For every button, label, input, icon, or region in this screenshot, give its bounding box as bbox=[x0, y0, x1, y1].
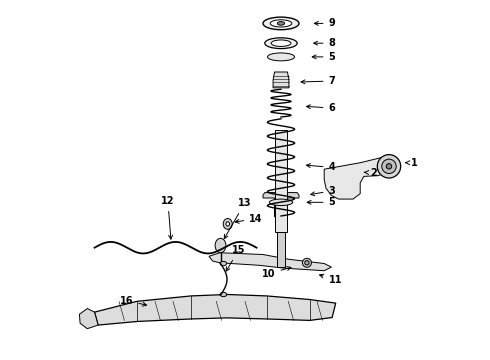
Ellipse shape bbox=[271, 40, 291, 46]
Polygon shape bbox=[95, 294, 336, 325]
Ellipse shape bbox=[377, 155, 401, 178]
Text: 16: 16 bbox=[120, 296, 147, 306]
Ellipse shape bbox=[226, 222, 229, 226]
Text: 13: 13 bbox=[224, 198, 251, 239]
Polygon shape bbox=[79, 309, 98, 329]
Ellipse shape bbox=[270, 20, 292, 27]
Ellipse shape bbox=[277, 22, 285, 25]
Ellipse shape bbox=[215, 238, 226, 253]
Text: 9: 9 bbox=[315, 18, 335, 28]
Polygon shape bbox=[273, 72, 289, 88]
Ellipse shape bbox=[220, 292, 227, 297]
Ellipse shape bbox=[268, 53, 294, 61]
Text: 5: 5 bbox=[312, 52, 335, 62]
Polygon shape bbox=[209, 253, 331, 271]
Text: 8: 8 bbox=[314, 38, 335, 48]
Ellipse shape bbox=[302, 258, 312, 267]
Text: 11: 11 bbox=[319, 274, 342, 285]
FancyBboxPatch shape bbox=[277, 232, 285, 267]
Ellipse shape bbox=[305, 261, 309, 265]
Ellipse shape bbox=[270, 199, 293, 206]
Ellipse shape bbox=[223, 219, 232, 229]
Text: 7: 7 bbox=[301, 76, 335, 86]
Text: 1: 1 bbox=[406, 158, 418, 168]
Ellipse shape bbox=[382, 159, 396, 174]
Text: 6: 6 bbox=[306, 103, 335, 113]
Polygon shape bbox=[324, 158, 389, 199]
Ellipse shape bbox=[386, 164, 392, 169]
Text: 4: 4 bbox=[306, 162, 335, 172]
Text: 2: 2 bbox=[364, 168, 377, 178]
Text: 12: 12 bbox=[161, 196, 174, 239]
Ellipse shape bbox=[263, 17, 299, 30]
Text: 5: 5 bbox=[307, 197, 335, 207]
Ellipse shape bbox=[265, 38, 297, 49]
Polygon shape bbox=[263, 193, 299, 217]
Text: 3: 3 bbox=[311, 186, 335, 196]
Text: 15: 15 bbox=[226, 245, 245, 271]
Text: 10: 10 bbox=[262, 267, 291, 279]
Text: 14: 14 bbox=[235, 214, 263, 224]
FancyBboxPatch shape bbox=[274, 130, 288, 232]
Ellipse shape bbox=[220, 261, 227, 266]
